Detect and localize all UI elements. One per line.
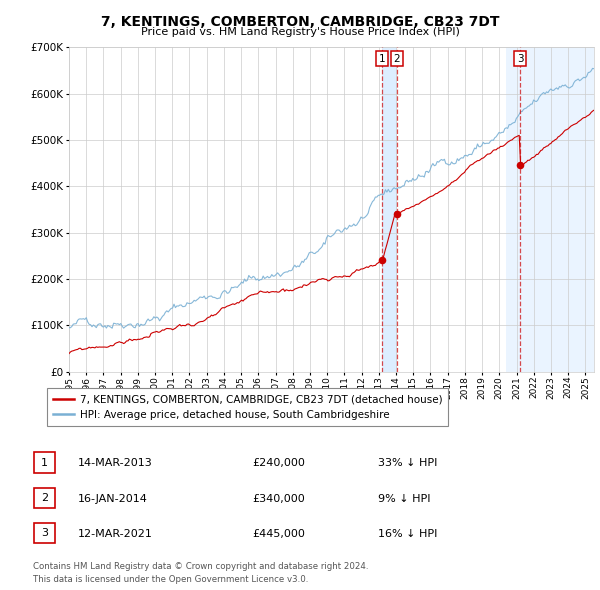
Text: 16-JAN-2014: 16-JAN-2014 [78, 494, 148, 503]
Bar [382, 47, 397, 372]
Text: This data is licensed under the Open Government Licence v3.0.: This data is licensed under the Open Gov… [33, 575, 308, 584]
FancyBboxPatch shape [34, 488, 55, 508]
Text: 7, KENTINGS, COMBERTON, CAMBRIDGE, CB23 7DT: 7, KENTINGS, COMBERTON, CAMBRIDGE, CB23 … [101, 15, 499, 29]
FancyBboxPatch shape [34, 523, 55, 543]
Text: £340,000: £340,000 [252, 494, 305, 503]
Text: 14-MAR-2013: 14-MAR-2013 [78, 458, 153, 468]
Text: 16% ↓ HPI: 16% ↓ HPI [378, 529, 437, 539]
Text: 2: 2 [394, 54, 400, 64]
Text: Price paid vs. HM Land Registry's House Price Index (HPI): Price paid vs. HM Land Registry's House … [140, 27, 460, 37]
Text: 1: 1 [379, 54, 386, 64]
FancyBboxPatch shape [34, 453, 55, 473]
Text: 9% ↓ HPI: 9% ↓ HPI [378, 494, 431, 503]
Text: £240,000: £240,000 [252, 458, 305, 468]
Point [515, 160, 525, 170]
Text: 3: 3 [41, 529, 48, 538]
Text: 3: 3 [517, 54, 523, 64]
Text: £445,000: £445,000 [252, 529, 305, 539]
Text: 2: 2 [41, 493, 48, 503]
Point [392, 209, 402, 219]
Point [377, 255, 387, 265]
Text: 33% ↓ HPI: 33% ↓ HPI [378, 458, 437, 468]
Text: 12-MAR-2021: 12-MAR-2021 [78, 529, 153, 539]
Legend: 7, KENTINGS, COMBERTON, CAMBRIDGE, CB23 7DT (detached house), HPI: Average price: 7, KENTINGS, COMBERTON, CAMBRIDGE, CB23 … [47, 388, 448, 426]
Text: Contains HM Land Registry data © Crown copyright and database right 2024.: Contains HM Land Registry data © Crown c… [33, 562, 368, 571]
Text: 1: 1 [41, 458, 48, 467]
Bar [506, 47, 594, 372]
